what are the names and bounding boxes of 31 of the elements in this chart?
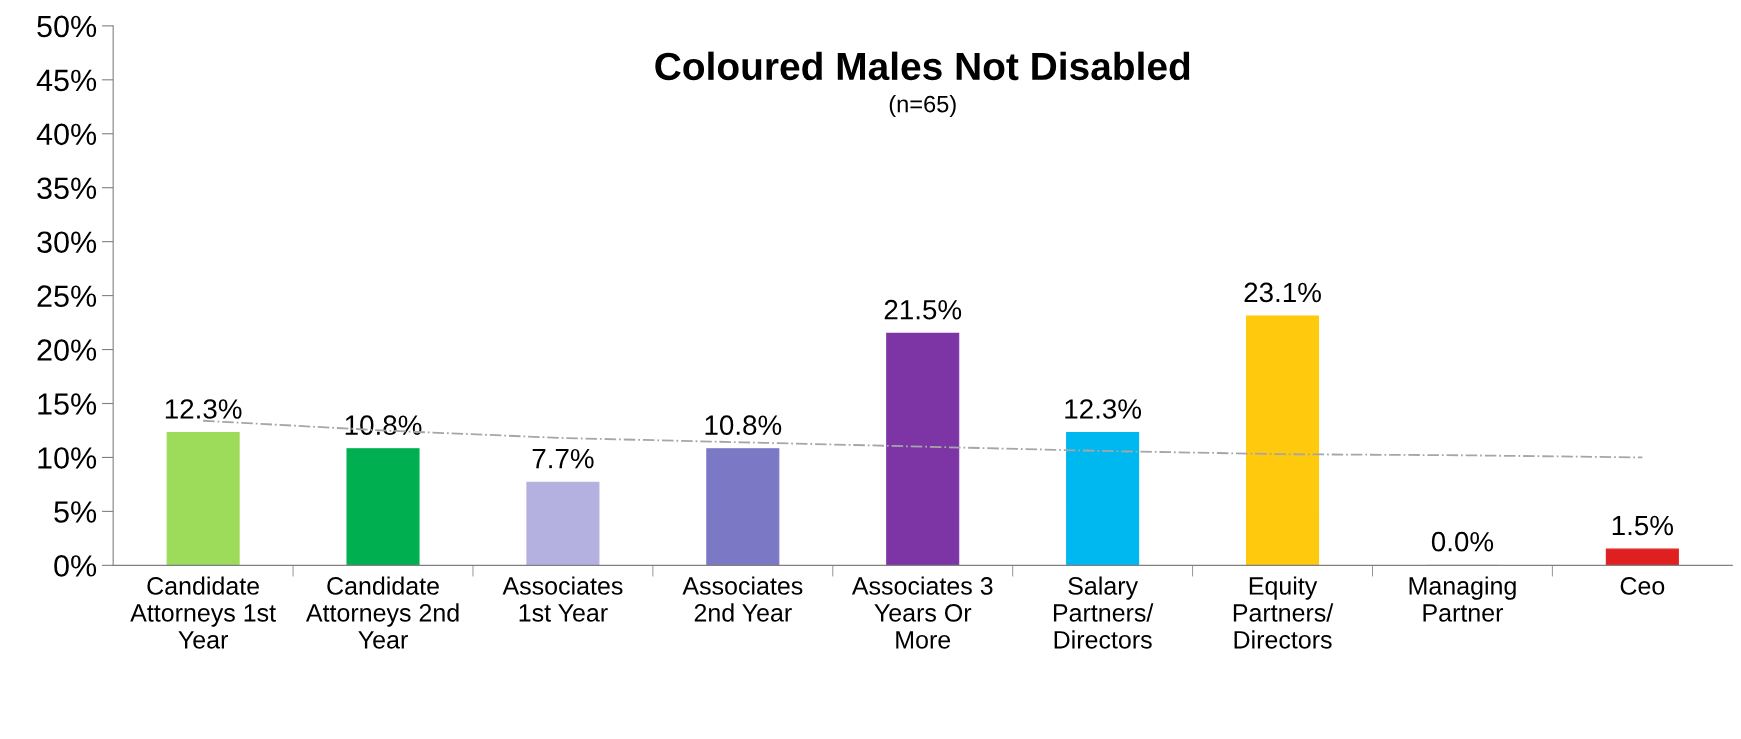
y-tick-label: 0% xyxy=(54,555,97,577)
x-tick-label: Associates 1st Year xyxy=(502,576,623,622)
data-label: 12.3% xyxy=(165,399,242,419)
data-label: 1.5% xyxy=(1612,515,1674,536)
y-tick-label: 10% xyxy=(38,447,97,469)
y-tick-label: 15% xyxy=(38,393,97,415)
data-label: 10.8% xyxy=(345,415,422,435)
data-label: 23.1% xyxy=(1244,282,1321,303)
x-tick-label: Candidate Attorneys 2nd Year xyxy=(305,576,459,649)
text: (n=65) xyxy=(889,95,956,118)
x-tick-label: Managing Partner xyxy=(1409,576,1516,622)
x-tick-label: Candidate Attorneys 1st Year xyxy=(130,576,276,649)
data-label: 0.0% xyxy=(1431,531,1494,552)
data-label: 12.3% xyxy=(1065,399,1142,419)
data-label: 7.7% xyxy=(532,448,594,469)
y-tick-label: 50% xyxy=(37,15,97,38)
text: Coloured Males Not Disabled xyxy=(655,51,1190,81)
data-label: 10.8% xyxy=(705,415,782,435)
x-tick-label: Ceo xyxy=(1620,577,1665,595)
y-tick-label: 45% xyxy=(36,69,97,92)
y-tick-label: 25% xyxy=(37,285,97,307)
y-tick-label: 30% xyxy=(37,231,97,254)
y-tick-label: 5% xyxy=(54,501,97,523)
x-tick-label: Associates 3 Years Or More xyxy=(851,576,993,649)
y-tick-label: 20% xyxy=(37,339,97,361)
data-label: 21.5% xyxy=(884,299,962,320)
x-tick-label: Equity Partners/ Directors xyxy=(1233,576,1334,649)
y-tick-label: 40% xyxy=(36,123,97,146)
x-tick-label: Associates 2nd Year xyxy=(682,576,803,622)
x-tick-label: Salary Partners/ Directors xyxy=(1053,576,1154,649)
y-tick-label: 35% xyxy=(37,177,97,200)
